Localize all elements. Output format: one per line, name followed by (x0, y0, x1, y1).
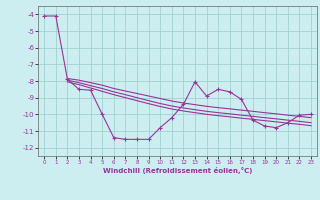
X-axis label: Windchill (Refroidissement éolien,°C): Windchill (Refroidissement éolien,°C) (103, 167, 252, 174)
